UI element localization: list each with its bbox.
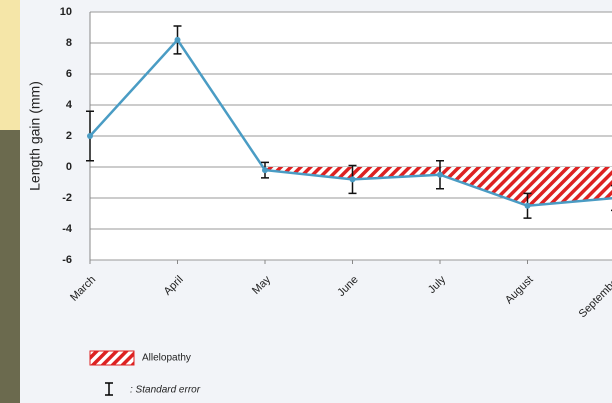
y-axis-title: Length gain (mm) [27,81,43,191]
legend-error-symbol [105,382,113,396]
data-point [174,36,181,43]
y-tick-label: 8 [66,37,72,49]
y-tick-label: 0 [66,161,72,173]
data-point [87,133,93,139]
legend-swatch [89,350,135,366]
y-tick-label: 4 [66,99,73,111]
data-point [349,176,356,183]
data-point [437,171,443,178]
data-point [524,202,531,209]
legend-label: Allelopathy [142,353,191,364]
y-tick-label: -6 [62,254,72,266]
y-tick-label: 6 [66,68,72,80]
y-tick-label: -2 [62,192,72,204]
y-tick-label: 10 [60,6,72,18]
legend-error-label: : Standard error [130,385,201,396]
data-point [262,167,268,174]
side-photo [0,130,20,403]
y-tick-label: 2 [66,130,72,142]
y-tick-label: -4 [62,223,73,235]
